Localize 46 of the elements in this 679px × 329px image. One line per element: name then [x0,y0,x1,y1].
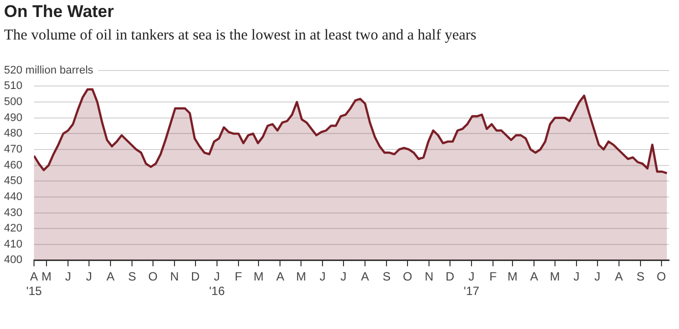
chart-subtitle: The volume of oil in tankers at sea is the lowest in at least two and a half years [4,27,477,44]
x-tick-label: M [42,270,52,284]
x-tick-label: J [594,270,600,284]
y-tick-label: 500 [4,96,22,108]
y-tick-label: 490 [4,112,22,124]
y-tick-label: 480 [4,128,22,140]
x-tick-label: A '15 [26,270,42,298]
x-tick-label: D [191,270,200,284]
y-tick-label: 460 [4,159,22,172]
chart-title: On The Water [4,2,114,21]
x-tick-label: A [614,270,623,284]
x-tick-label: J [86,270,92,284]
x-tick-label: A [361,270,370,284]
x-tick-label: J '16 [209,270,226,298]
x-tick-label: F [489,270,497,284]
y-tick-label: 520 million barrels [4,64,94,76]
x-tick-label: J '17 [464,270,480,298]
y-tick-label: 430 [4,206,22,219]
x-tick-label: N [424,270,434,284]
x-tick-label: O [148,270,158,284]
y-tick-label: 410 [4,238,22,250]
x-tick-label: D [446,270,455,284]
x-tick-label: A [530,270,538,284]
x-tick-label: S [636,270,644,284]
x-tick-label: M [508,270,518,284]
x-tick-label: M [254,270,264,284]
y-tick-label: 420 [4,222,22,235]
y-tick-label: 400 [4,254,22,266]
y-tick-label: 450 [4,175,22,188]
x-tick-label: J [320,270,326,284]
y-tick-label: 510 [4,80,22,92]
x-tick-label: A [106,270,115,284]
y-tick-label: 440 [4,190,22,203]
x-tick-label: O [656,270,666,284]
x-tick-label: J [573,270,580,284]
x-tick-label: N [170,270,179,284]
x-tick-label: M [550,270,560,284]
x-tick-label: O [402,270,412,284]
x-tick-label: S [382,270,391,284]
x-tick-label: F [234,270,242,284]
x-tick-label: J [65,270,72,284]
x-tick-label: S [128,270,136,284]
x-tick-label: M [296,270,306,284]
y-tick-label: 470 [4,144,22,156]
x-tick-label: J [340,270,346,284]
x-tick-label: A [276,270,284,284]
